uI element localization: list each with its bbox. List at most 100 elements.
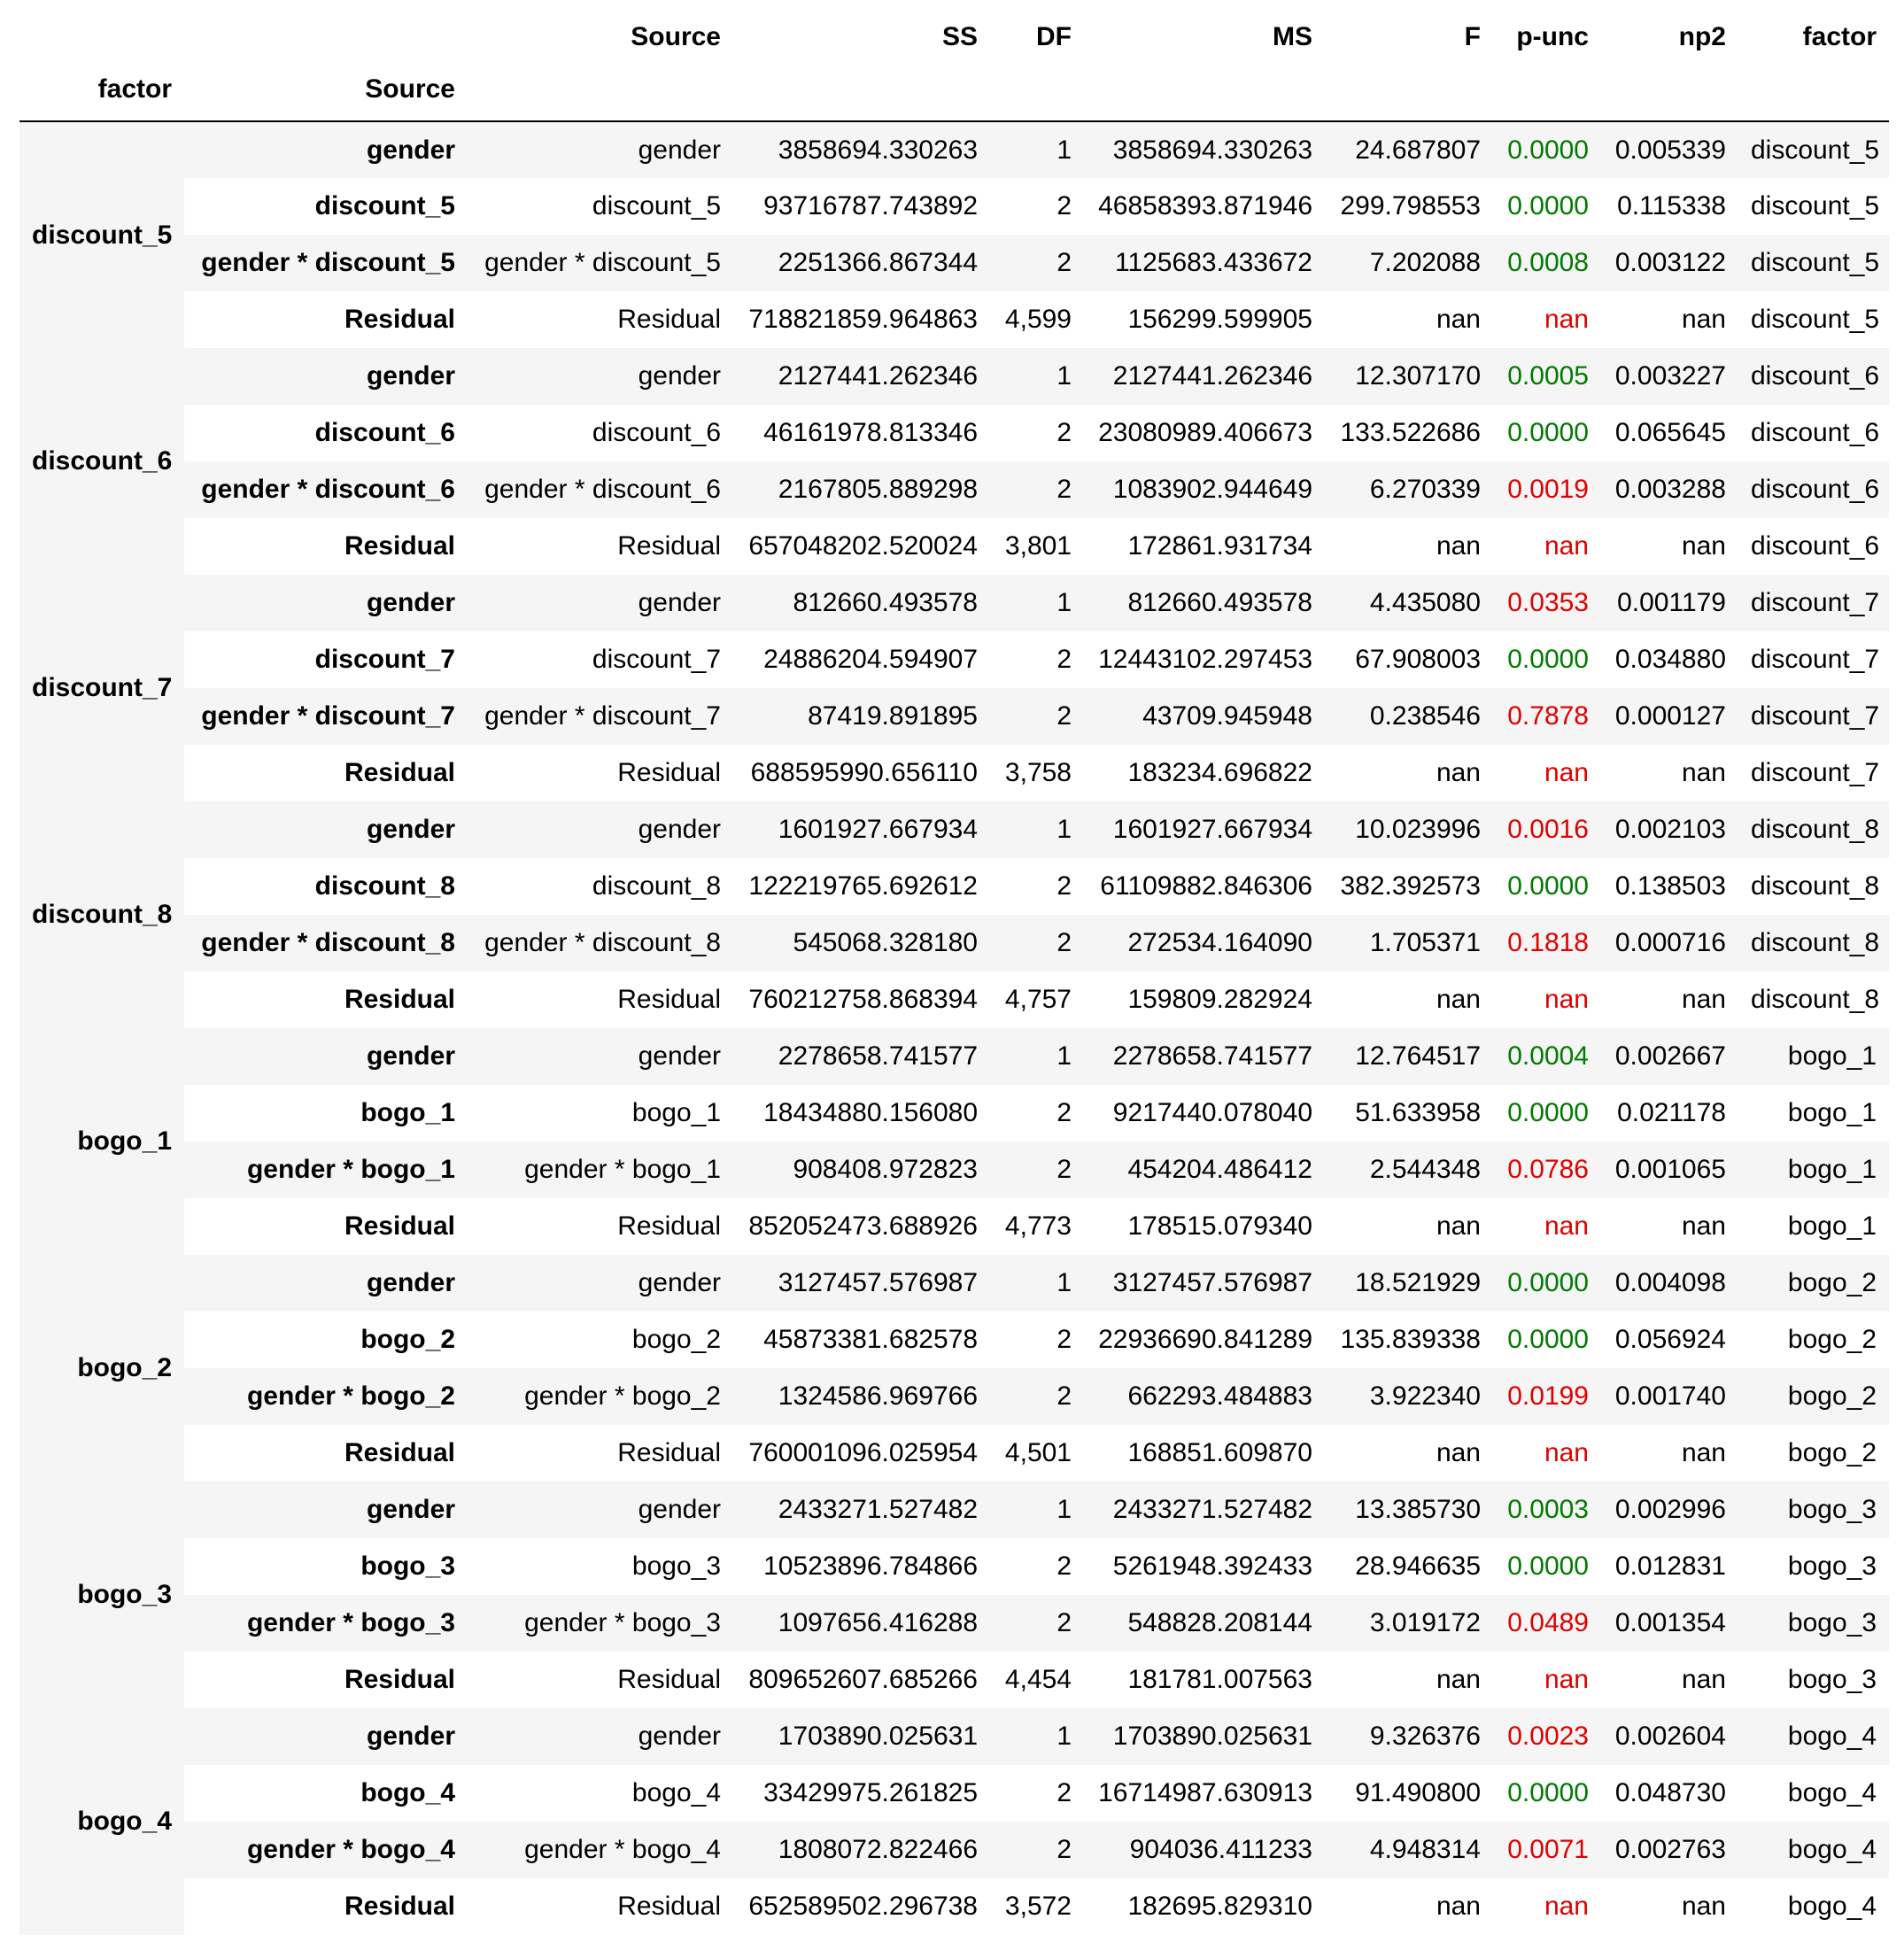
cell-ms: 16714987.630913 (1098, 1778, 1312, 1807)
cell-np2: 0.021178 (1617, 1098, 1726, 1127)
cell-df: 2 (990, 235, 1084, 291)
cell-factor: bogo_2 (1787, 1325, 1877, 1354)
cell-ms: 5261948.392433 (1112, 1551, 1312, 1581)
cell-ss: 93716787.743892 (763, 191, 978, 221)
index-name-source: Source (365, 74, 455, 104)
cell-np2: 0.115338 (1617, 191, 1726, 221)
cell-ms: 2433271.527482 (1084, 1482, 1325, 1538)
cell-df: 1 (990, 1708, 1084, 1765)
cell-f: 28.946635 (1355, 1551, 1481, 1581)
column-header-np2: np2 (1678, 22, 1726, 51)
cell-source: gender (468, 1482, 733, 1538)
cell-factor: bogo_3 (1738, 1482, 1889, 1538)
cell-ms: 548828.208144 (1084, 1595, 1325, 1652)
table-row: discount_5 discount_5 93716787.743892 2 4685… (19, 178, 1889, 235)
cell-p-unc: 0.7878 (1493, 688, 1601, 745)
cell-ms: 22936690.841289 (1098, 1325, 1312, 1354)
table-row: gender * discount_6 gender * discount_6 21… (19, 461, 1889, 518)
table-row: discount_8 discount_8 122219765.692612 2 611… (19, 858, 1889, 915)
cell-ss: 2278658.741577 (733, 1028, 990, 1085)
cell-np2: 0.002667 (1601, 1028, 1738, 1085)
cell-f: 91.490800 (1355, 1778, 1481, 1807)
cell-ms: 904036.411233 (1084, 1822, 1325, 1878)
column-header-row: Source SS DF MS F p-unc np2 factor (19, 0, 1889, 74)
cell-ss: 1601927.667934 (733, 801, 990, 858)
cell-factor: discount_7 (1751, 645, 1880, 674)
row-group-label: bogo_1 (19, 1028, 184, 1255)
cell-factor: discount_8 (1738, 915, 1889, 971)
cell-p-unc: 0.0000 (1507, 1551, 1589, 1581)
cell-factor: bogo_1 (1738, 1028, 1889, 1085)
cell-p-unc: 0.0000 (1507, 1325, 1589, 1354)
cell-p-unc: 0.0786 (1493, 1141, 1601, 1198)
blank-header-cell (990, 74, 1084, 121)
blank-header-cell (184, 0, 468, 74)
table-row: discount_6 gender gender 2127441.262346 1 212… (19, 348, 1889, 575)
table-row: bogo_4 bogo_4 33429975.261825 2 16714987.630… (19, 1765, 1889, 1822)
row-index-label: discount_5 (314, 191, 455, 221)
table-row: bogo_3 bogo_3 10523896.784866 2 5261948.3924… (19, 1538, 1889, 1595)
cell-p-unc: nan (1544, 1438, 1589, 1467)
cell-ms: 272534.164090 (1084, 915, 1325, 971)
cell-ms: 181781.007563 (1127, 1665, 1312, 1694)
cell-df: 2 (990, 688, 1084, 745)
cell-f: 133.522686 (1340, 418, 1482, 447)
cell-p-unc: nan (1544, 758, 1589, 787)
cell-factor: discount_6 (1738, 461, 1889, 518)
table-row: bogo_4 gender gender 1703890.025631 1 1703890… (19, 1708, 1889, 1935)
column-header-source: Source (631, 22, 721, 51)
cell-ss: 2251366.867344 (733, 235, 990, 291)
table-row: bogo_1 gender gender 2278658.741577 1 2278658… (19, 1028, 1889, 1255)
cell-p-unc: 0.0000 (1493, 121, 1601, 178)
table-row: discount_7 discount_7 24886204.594907 2 1244… (19, 631, 1889, 688)
cell-p-unc: 0.0000 (1493, 1255, 1601, 1312)
cell-ss: 545068.328180 (733, 915, 990, 971)
cell-df: 1 (990, 1255, 1084, 1312)
cell-f: 7.202088 (1325, 235, 1493, 291)
column-header-ms: MS (1273, 22, 1312, 51)
cell-source: bogo_4 (631, 1778, 721, 1807)
cell-ms: 3858694.330263 (1084, 121, 1325, 178)
cell-f: 13.385730 (1325, 1482, 1493, 1538)
cell-np2: 0.001354 (1601, 1595, 1738, 1652)
cell-np2: 0.001065 (1601, 1141, 1738, 1198)
row-group-label: discount_8 (19, 801, 184, 1028)
column-header-ss: SS (941, 22, 978, 51)
cell-p-unc: nan (1544, 531, 1589, 561)
cell-f: 299.798553 (1340, 191, 1482, 221)
cell-source: gender (468, 1255, 733, 1312)
blank-header-cell (1601, 74, 1738, 121)
cell-np2: nan (1681, 531, 1726, 561)
cell-source: gender * bogo_2 (468, 1368, 733, 1425)
cell-np2: 0.002763 (1601, 1822, 1738, 1878)
cell-p-unc: 0.1818 (1493, 915, 1601, 971)
cell-ms: 172861.931734 (1127, 531, 1312, 561)
cell-factor: bogo_4 (1738, 1708, 1889, 1765)
table-row: Residual Residual 809652607.685266 4,454 181… (19, 1652, 1889, 1708)
cell-np2: 0.002604 (1601, 1708, 1738, 1765)
cell-f: nan (1436, 531, 1481, 561)
cell-factor: bogo_2 (1787, 1438, 1877, 1467)
cell-p-unc: 0.0008 (1493, 235, 1601, 291)
cell-ms: 12443102.297453 (1098, 645, 1312, 674)
cell-df: 2 (990, 1141, 1084, 1198)
row-group-label: bogo_2 (19, 1255, 184, 1482)
cell-f: nan (1436, 1211, 1481, 1241)
cell-ss: 18434880.156080 (763, 1098, 978, 1127)
cell-ms: 156299.599905 (1127, 305, 1312, 334)
cell-ss: 652589502.296738 (748, 1892, 978, 1921)
cell-source: gender * bogo_3 (468, 1595, 733, 1652)
cell-ms: 1703890.025631 (1084, 1708, 1325, 1765)
cell-np2: nan (1681, 1211, 1726, 1241)
row-index-label: gender * discount_6 (184, 461, 468, 518)
row-index-label: gender (184, 348, 468, 405)
table-row: discount_7 gender gender 812660.493578 1 8126… (19, 575, 1889, 801)
cell-source: Residual (617, 1665, 721, 1694)
cell-factor: bogo_4 (1787, 1892, 1877, 1921)
cell-factor: discount_8 (1738, 801, 1889, 858)
cell-source: gender (468, 1028, 733, 1085)
cell-f: 3.922340 (1325, 1368, 1493, 1425)
cell-ms: 2278658.741577 (1084, 1028, 1325, 1085)
table-row: gender * bogo_4 gender * bogo_4 1808072.82… (19, 1822, 1889, 1878)
table-body: discount_5 gender gender 3858694.330263 1 385… (19, 121, 1889, 1935)
